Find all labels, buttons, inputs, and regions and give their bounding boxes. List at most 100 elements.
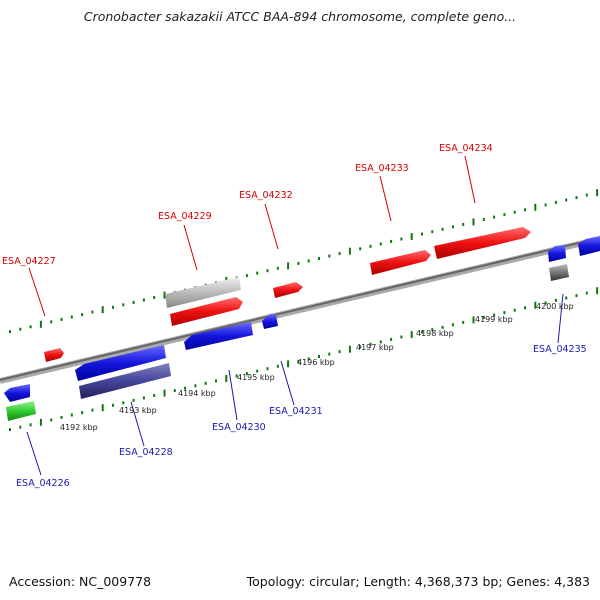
tick-major <box>39 320 42 328</box>
tick-minor <box>173 389 176 393</box>
gene-label-reverse[interactable]: ESA_04230 <box>212 422 266 433</box>
tick-major <box>163 389 166 397</box>
tick-minor <box>554 200 557 204</box>
tick-minor <box>544 203 547 207</box>
tick-minor <box>297 359 300 363</box>
backbone-core <box>0 237 600 381</box>
tick-minor <box>19 327 22 331</box>
tick-minor <box>451 323 454 327</box>
tick-minor <box>60 415 63 419</box>
tick-minor <box>184 386 187 390</box>
tick-minor <box>132 398 135 402</box>
tick-minor <box>194 384 197 388</box>
leader-lines-forward <box>28 155 476 317</box>
tick-minor <box>462 222 465 226</box>
gene-label-reverse[interactable]: ESA_04235 <box>533 344 587 355</box>
leader-lines-reverse <box>26 293 564 476</box>
gene-arrow-red[interactable] <box>170 297 243 326</box>
tick-minor <box>29 325 32 329</box>
tick-minor <box>451 225 454 229</box>
tick-minor <box>9 330 11 334</box>
tick-minor <box>390 337 393 341</box>
tick-minor <box>554 298 557 302</box>
tick-minor <box>256 369 259 373</box>
tick-minor <box>421 330 423 334</box>
gene-label-forward[interactable]: ESA_04233 <box>355 163 409 174</box>
tick-minor <box>50 320 53 324</box>
tick-minor <box>441 325 444 329</box>
gene-box-dark-gray[interactable] <box>549 264 569 281</box>
tick-minor <box>122 401 125 405</box>
tick-minor <box>493 215 496 219</box>
tick-minor <box>565 296 568 300</box>
tick-minor <box>421 232 423 236</box>
gene-label-forward[interactable]: ESA_04232 <box>239 190 293 201</box>
tick-minor <box>503 311 506 315</box>
tick-minor <box>338 252 341 256</box>
tick-minor <box>369 342 372 346</box>
gene-arrow-red[interactable] <box>44 348 64 362</box>
gene-label-reverse[interactable]: ESA_04228 <box>119 447 173 458</box>
gene-arrow-blue[interactable] <box>262 314 278 329</box>
tick-minor <box>338 350 341 354</box>
tick-minor <box>153 394 156 397</box>
tick-minor <box>482 218 485 221</box>
tick-major <box>534 203 537 211</box>
tick-minor <box>493 313 496 317</box>
tick-minor <box>70 413 73 417</box>
gene-label-reverse[interactable]: ESA_04226 <box>16 478 70 489</box>
map-title: Cronobacter sakazakii ATCC BAA-894 chrom… <box>83 9 517 24</box>
kbp-label: 4192 kbp <box>60 423 98 432</box>
gene-arrow-blue[interactable] <box>548 245 566 262</box>
tick-minor <box>204 381 207 385</box>
gene-label-reverse[interactable]: ESA_04231 <box>269 406 323 417</box>
gene-arrow-red[interactable] <box>370 250 431 275</box>
tick-minor <box>112 403 114 407</box>
tick-minor <box>524 306 526 310</box>
tick-row-forward <box>9 189 599 334</box>
tick-minor <box>276 266 279 270</box>
tick-minor <box>585 193 588 197</box>
gene-arrow-blue[interactable] <box>75 345 166 381</box>
tick-major <box>163 291 166 299</box>
topology-summary: Topology: circular; Length: 4,368,373 bp… <box>246 574 590 589</box>
gene-arrow-red[interactable] <box>273 282 303 298</box>
tick-row-reverse <box>9 287 599 432</box>
gene-box-gray[interactable] <box>165 277 241 308</box>
tick-major <box>225 374 228 382</box>
tick-minor <box>482 316 485 319</box>
kbp-label: 4194 kbp <box>178 389 216 398</box>
gene-arrow-blue[interactable] <box>184 322 253 350</box>
tick-minor <box>266 269 269 273</box>
tick-minor <box>379 340 382 344</box>
tick-minor <box>359 247 362 251</box>
tick-minor <box>359 345 362 349</box>
tick-major <box>348 247 351 255</box>
gene-arrow-dark-blue[interactable] <box>79 363 171 399</box>
tick-minor <box>153 296 156 299</box>
tick-minor <box>245 274 248 278</box>
gene-arrow-blue[interactable] <box>578 236 600 256</box>
tick-minor <box>19 425 22 429</box>
accession-text: Accession: NC_009778 <box>9 574 152 589</box>
tick-major <box>101 404 104 412</box>
gene-label-forward[interactable]: ESA_04229 <box>158 211 212 222</box>
tick-minor <box>132 300 135 304</box>
tick-minor <box>400 335 403 339</box>
tick-minor <box>575 294 578 298</box>
gene-arrow-blue[interactable] <box>4 384 30 402</box>
tick-minor <box>81 411 84 415</box>
tick-minor <box>9 428 11 432</box>
tick-major <box>410 233 413 241</box>
gene-label-forward[interactable]: ESA_04227 <box>2 256 56 267</box>
tick-minor <box>91 310 94 314</box>
tick-major <box>287 360 290 368</box>
kbp-label: 4198 kbp <box>416 329 454 338</box>
gene-arrow-red[interactable] <box>434 227 531 259</box>
tick-minor <box>307 357 310 361</box>
tick-major <box>348 345 351 353</box>
gene-label-forward[interactable]: ESA_04234 <box>439 143 493 154</box>
tick-major <box>534 301 537 309</box>
gene-box-green[interactable] <box>6 401 36 421</box>
